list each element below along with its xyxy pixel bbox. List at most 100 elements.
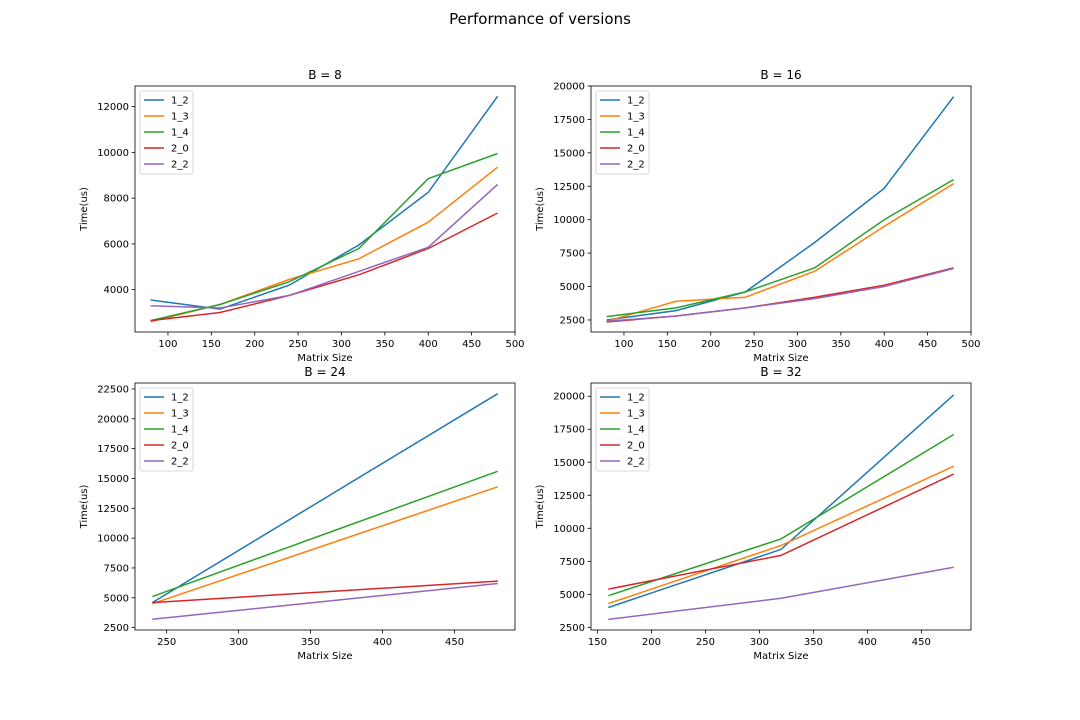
y-tick-label: 17500 bbox=[553, 115, 585, 126]
y-tick-label: 10000 bbox=[97, 534, 129, 545]
subplot-1: B = 8 100 150 200 250 300 350 400 450 500 4000 6000… bbox=[79, 68, 525, 364]
subplot-title: B = 24 bbox=[304, 365, 345, 379]
x-tick-label: 150 bbox=[658, 339, 677, 350]
series-line-1_3 bbox=[606, 182, 954, 323]
subplot-3: B = 24 250 300 350 400 450 2500 5000 7500 10000 12… bbox=[79, 365, 516, 662]
y-tick-label: 10000 bbox=[97, 148, 129, 159]
series-line-1_2 bbox=[150, 95, 499, 310]
x-axis-label: Matrix Size bbox=[297, 651, 352, 662]
subplot-title: B = 8 bbox=[308, 68, 342, 82]
series-line-1_3 bbox=[152, 486, 498, 605]
y-tick-label: 20000 bbox=[553, 392, 585, 403]
figure-title: Performance of versions bbox=[449, 10, 631, 28]
legend-label-2_0: 2_0 bbox=[171, 441, 189, 452]
series-line-1_2 bbox=[606, 96, 955, 321]
legend-label-1_4: 1_4 bbox=[627, 128, 645, 139]
legend: 1_2 1_3 1_4 2_0 2_2 bbox=[595, 387, 650, 472]
x-axis-label: Matrix Size bbox=[753, 353, 808, 364]
y-axis-label: Time(us) bbox=[535, 187, 546, 232]
x-tick-label: 250 bbox=[289, 339, 308, 350]
series-line-2_2 bbox=[150, 183, 499, 309]
axes-frame bbox=[134, 382, 516, 631]
series-line-1_2 bbox=[608, 394, 955, 609]
y-tick-label: 17500 bbox=[97, 444, 129, 455]
series-line-2_0 bbox=[608, 473, 955, 590]
legend-label-2_0: 2_0 bbox=[627, 144, 645, 155]
x-tick-label: 450 bbox=[462, 339, 481, 350]
x-tick-label: 400 bbox=[875, 339, 894, 350]
legend-box bbox=[595, 90, 650, 175]
legend-label-1_4: 1_4 bbox=[171, 128, 189, 139]
legend-label-1_2: 1_2 bbox=[627, 393, 645, 404]
y-tick-label: 2500 bbox=[560, 623, 585, 634]
x-tick-label: 400 bbox=[858, 637, 877, 648]
axes-frame bbox=[134, 85, 516, 333]
x-tick-label: 400 bbox=[373, 637, 392, 648]
legend-label-1_3: 1_3 bbox=[171, 409, 189, 420]
legend-label-2_0: 2_0 bbox=[171, 144, 189, 155]
legend-label-2_2: 2_2 bbox=[171, 457, 189, 468]
legend-label-1_3: 1_3 bbox=[627, 112, 645, 123]
y-axis-label: Time(us) bbox=[79, 187, 90, 232]
y-tick-label: 12000 bbox=[97, 102, 129, 113]
legend-label-1_2: 1_2 bbox=[171, 393, 189, 404]
series-line-1_4 bbox=[150, 152, 498, 322]
y-tick-label: 10000 bbox=[553, 524, 585, 535]
y-tick-label: 7500 bbox=[560, 557, 585, 568]
series-line-2_2 bbox=[608, 566, 954, 621]
y-tick-label: 12500 bbox=[553, 491, 585, 502]
x-tick-label: 350 bbox=[301, 637, 320, 648]
x-tick-label: 500 bbox=[961, 339, 980, 350]
series-line-2_2 bbox=[152, 582, 498, 621]
series-line-1_4 bbox=[606, 178, 954, 318]
y-tick-label: 12500 bbox=[97, 504, 129, 515]
x-tick-label: 350 bbox=[831, 339, 850, 350]
legend-label-1_2: 1_2 bbox=[627, 96, 645, 107]
y-tick-label: 5000 bbox=[560, 282, 585, 293]
series-line-1_4 bbox=[608, 433, 955, 597]
x-tick-label: 100 bbox=[614, 339, 633, 350]
x-tick-label: 100 bbox=[158, 339, 177, 350]
x-axis-label: Matrix Size bbox=[753, 651, 808, 662]
x-tick-label: 300 bbox=[229, 637, 248, 648]
axes-frame bbox=[590, 382, 972, 631]
y-axis-label: Time(us) bbox=[79, 484, 90, 529]
y-tick-label: 22500 bbox=[97, 384, 129, 395]
legend-label-2_2: 2_2 bbox=[627, 160, 645, 171]
x-tick-label: 500 bbox=[505, 339, 524, 350]
x-tick-label: 250 bbox=[745, 339, 764, 350]
legend: 1_2 1_3 1_4 2_0 2_2 bbox=[139, 90, 194, 175]
series-line-2_0 bbox=[152, 580, 498, 604]
x-tick-label: 200 bbox=[245, 339, 264, 350]
y-tick-label: 4000 bbox=[104, 285, 129, 296]
y-tick-label: 5000 bbox=[560, 590, 585, 601]
y-tick-label: 5000 bbox=[104, 593, 129, 604]
x-tick-label: 300 bbox=[332, 339, 351, 350]
legend-label-1_4: 1_4 bbox=[627, 425, 645, 436]
series-line-1_4 bbox=[152, 470, 498, 598]
x-axis-label: Matrix Size bbox=[297, 353, 352, 364]
legend-label-1_3: 1_3 bbox=[171, 112, 189, 123]
x-tick-label: 450 bbox=[912, 637, 931, 648]
y-tick-label: 15000 bbox=[553, 458, 585, 469]
y-tick-label: 15000 bbox=[553, 148, 585, 159]
legend-label-1_3: 1_3 bbox=[627, 409, 645, 420]
legend-label-2_2: 2_2 bbox=[171, 160, 189, 171]
legend-label-1_2: 1_2 bbox=[171, 96, 189, 107]
y-tick-label: 20000 bbox=[553, 82, 585, 93]
subplot-2: B = 16 100 150 200 250 300 350 400 450 500 2500 500… bbox=[535, 68, 981, 364]
series-line-1_3 bbox=[608, 465, 955, 605]
axes-frame bbox=[590, 85, 972, 333]
x-tick-label: 200 bbox=[701, 339, 720, 350]
y-tick-label: 7500 bbox=[560, 249, 585, 260]
subplot-title: B = 32 bbox=[760, 365, 801, 379]
y-tick-label: 7500 bbox=[104, 563, 129, 574]
legend: 1_2 1_3 1_4 2_0 2_2 bbox=[139, 387, 194, 472]
x-tick-label: 400 bbox=[419, 339, 438, 350]
y-tick-label: 15000 bbox=[97, 474, 129, 485]
x-tick-label: 450 bbox=[918, 339, 937, 350]
series-line-2_2 bbox=[606, 267, 954, 323]
x-tick-label: 350 bbox=[375, 339, 394, 350]
y-tick-label: 6000 bbox=[104, 239, 129, 250]
